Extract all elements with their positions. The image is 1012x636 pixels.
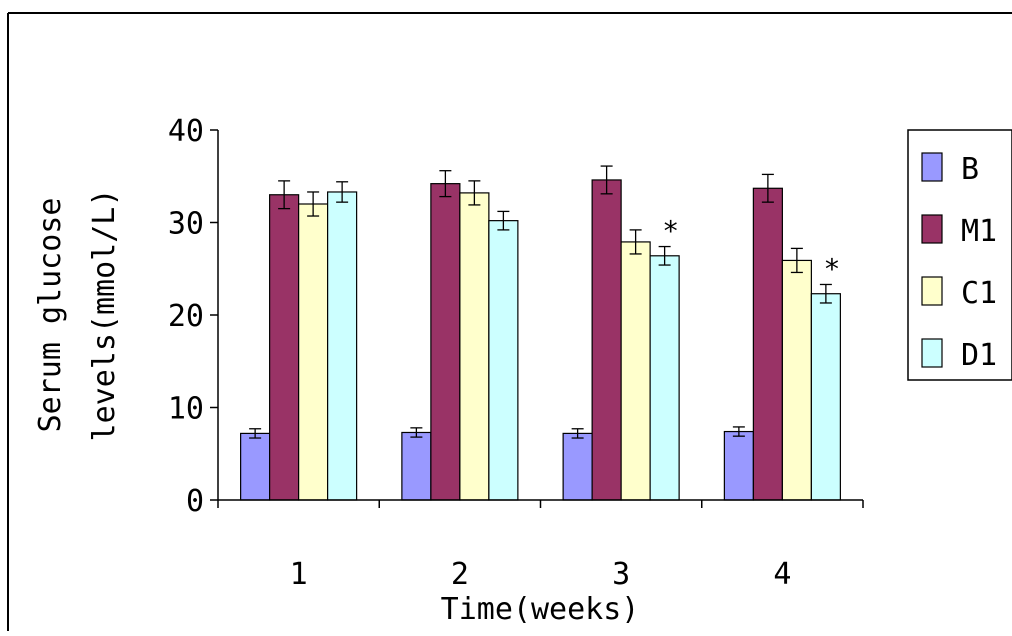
y-axis-title: Serum glucose levels(mmol/L) (33, 189, 122, 442)
x-tick-label: 4 (773, 557, 791, 592)
x-ticks: 1 2 3 4 (217, 500, 864, 592)
error-bar (819, 283, 832, 304)
bar (430, 183, 461, 501)
x-tick-label: 3 (612, 557, 630, 592)
error-bar (497, 210, 510, 231)
legend-label: C1 (961, 276, 997, 311)
bar (591, 179, 622, 501)
bar (269, 194, 300, 501)
bar (240, 432, 271, 501)
legend-label: M1 (961, 214, 997, 249)
y-tick-label: 0 (186, 484, 204, 519)
y-axis-title-line-2: levels(mmol/L) (87, 189, 122, 442)
bar (781, 259, 812, 501)
bar (327, 191, 358, 501)
significance-marker: * (662, 215, 679, 248)
legend-swatch (921, 152, 943, 182)
error-bar (600, 165, 613, 195)
bar (752, 187, 783, 501)
y-tick-label: 40 (168, 114, 204, 149)
error-bar (732, 426, 745, 437)
bar (620, 241, 651, 501)
bar (401, 431, 432, 501)
legend: B M1 C1 D1 (907, 129, 1012, 381)
error-bar (790, 247, 803, 274)
bar (298, 203, 329, 501)
legend-swatch (921, 338, 943, 368)
legend-label: D1 (961, 338, 997, 373)
legend-swatch (921, 214, 943, 244)
y-ticks: 0 10 20 30 40 (168, 114, 218, 519)
error-bar (249, 428, 262, 439)
significance-marker: * (823, 252, 840, 285)
bar (488, 220, 519, 501)
error-bar (658, 245, 671, 266)
x-axis-title: Time(weeks) (441, 592, 640, 627)
bar (810, 293, 841, 501)
bar (459, 192, 490, 501)
error-bar (761, 173, 774, 203)
error-bar (278, 180, 291, 210)
error-bar (307, 191, 320, 217)
y-tick-label: 10 (168, 392, 204, 427)
error-bar (571, 428, 584, 439)
y-tick-label: 20 (168, 299, 204, 334)
error-bar (468, 180, 481, 206)
plot-area: ** (240, 165, 841, 501)
error-bar (439, 170, 452, 198)
x-tick-label: 2 (451, 557, 469, 592)
legend-swatch (921, 276, 943, 306)
bar (723, 430, 754, 501)
error-bar (410, 427, 423, 438)
y-axis-title-line-1: Serum glucose (33, 198, 68, 433)
y-tick-label: 30 (168, 207, 204, 242)
error-bar (336, 181, 349, 203)
legend-label: B (961, 152, 979, 187)
bar (649, 255, 680, 501)
error-bar (629, 229, 642, 255)
bar (562, 432, 593, 501)
x-tick-label: 1 (290, 557, 308, 592)
